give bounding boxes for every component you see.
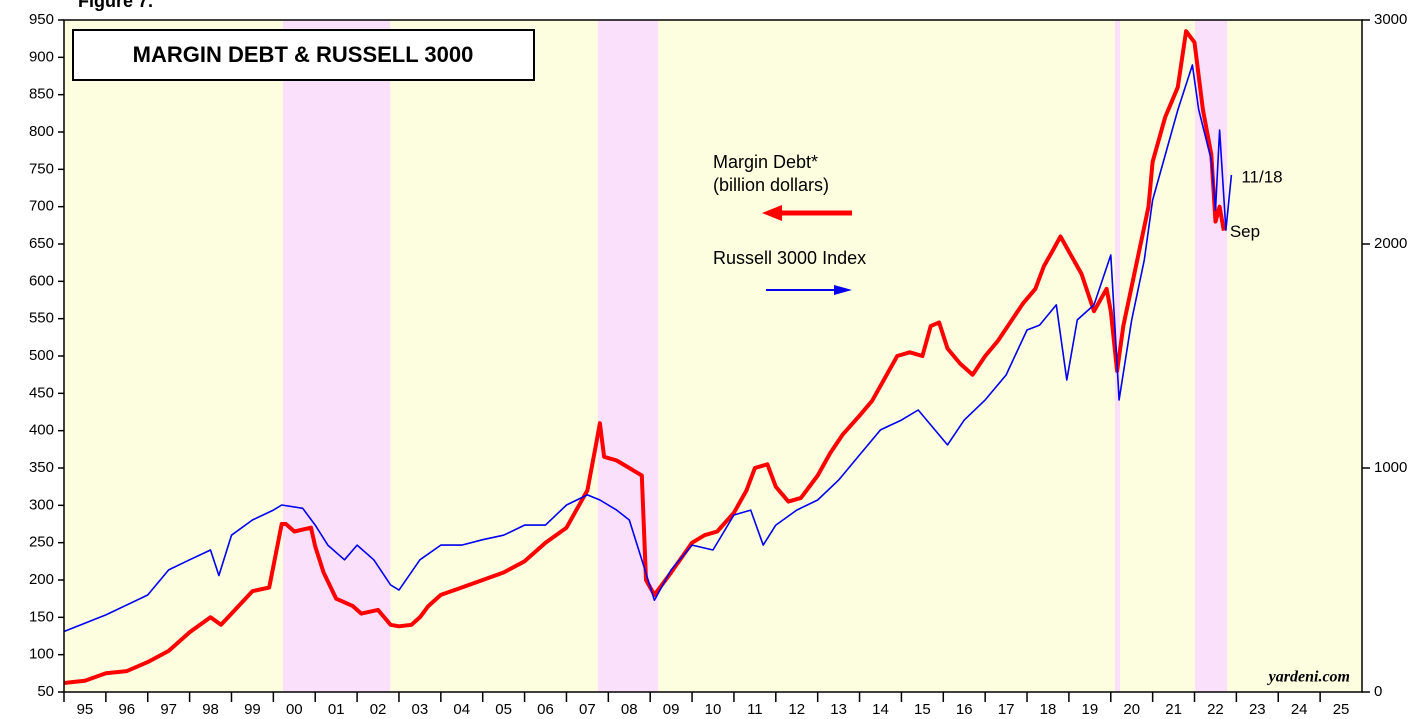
x-tick-label: 99 [244,701,261,718]
source: yardeni.com [1267,669,1350,686]
y-tick-label: 900 [29,48,54,65]
y2-tick-label: 3000 [1374,11,1407,28]
x-tick-label: 13 [830,701,847,718]
y-tick-label: 600 [29,272,54,289]
y-tick-label: 350 [29,459,54,476]
x-tick-label: 16 [956,701,973,718]
x-tick-label: 95 [77,701,94,718]
series-line [63,29,1226,685]
x-tick-label: 14 [872,701,889,718]
y-tick-label: 250 [29,534,54,551]
x-tick-label: 22 [1207,701,1224,718]
shaded-period [282,20,391,692]
y-tick-label: 650 [29,235,54,252]
y-tick-label: 850 [29,86,54,103]
x-tick-label: 10 [705,701,722,718]
legend-label: (billion dollars) [713,175,829,195]
shaded-period [1194,20,1228,692]
y-tick-label: 450 [29,384,54,401]
plot-frame [63,19,1363,693]
x-tick-label: 03 [412,701,429,718]
x-tick-label: 02 [370,701,387,718]
x-tick-label: 20 [1123,701,1140,718]
y2-tick-label: 1000 [1374,459,1407,476]
x-tick-label: 25 [1333,701,1350,718]
x-tick-label: 06 [537,701,554,718]
y-tick-label: 800 [29,123,54,140]
x-tick-label: 96 [118,701,135,718]
x-tick-label: 07 [579,701,596,718]
legend-label: Russell 3000 Index [713,248,866,268]
x-tick-label: 23 [1249,701,1266,718]
x-tick-label: 21 [1165,701,1182,718]
y-tick-label: 750 [29,160,54,177]
figure-label: Figure 7. [78,0,153,11]
x-tick-label: 05 [495,701,512,718]
x-tick-label: 97 [160,701,177,718]
y-tick-label: 200 [29,571,54,588]
y2-tick-label: 0 [1374,683,1382,700]
y-tick-label: 550 [29,310,54,327]
y-tick-label: 300 [29,496,54,513]
legend-label: Margin Debt* [713,152,818,172]
end-label: Sep [1230,222,1260,241]
x-tick-label: 04 [453,701,470,718]
y-tick-label: 50 [37,683,54,700]
y-tick-label: 700 [29,198,54,215]
series-line [63,64,1233,633]
x-tick-label: 19 [1081,701,1098,718]
x-tick-label: 98 [202,701,219,718]
end-label: 11/18 [1241,167,1282,186]
x-tick-label: 11 [747,701,763,718]
legend-arrowhead [834,285,852,295]
y2-tick-label: 2000 [1374,235,1407,252]
x-tick-label: 08 [621,701,638,718]
x-tick-label: 17 [998,701,1015,718]
y-tick-label: 400 [29,422,54,439]
x-tick-label: 01 [328,701,345,718]
plot-background [64,20,1362,692]
x-tick-label: 12 [788,701,805,718]
x-tick-label: 24 [1291,701,1308,718]
chart-title: MARGIN DEBT & RUSSELL 3000 [133,42,474,67]
x-tick-label: 00 [286,701,303,718]
y-tick-label: 150 [29,608,54,625]
title-box [72,29,535,81]
x-tick-label: 18 [1040,701,1057,718]
shaded-period [597,20,659,692]
y-tick-label: 100 [29,646,54,663]
legend-arrowhead [762,205,782,221]
x-tick-label: 09 [663,701,680,718]
y-tick-label: 950 [29,11,54,28]
y-tick-label: 500 [29,347,54,364]
x-tick-label: 15 [914,701,931,718]
